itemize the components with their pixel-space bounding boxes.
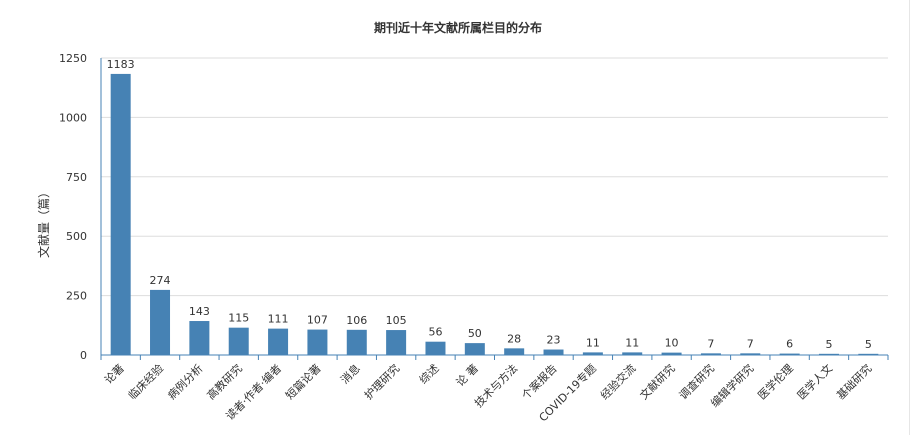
data-label: 7 bbox=[747, 337, 754, 350]
x-tick-label: 文献研究 bbox=[637, 361, 678, 402]
page-border bbox=[909, 0, 910, 435]
y-tick-label: 1250 bbox=[59, 52, 87, 65]
y-tick-label: 1000 bbox=[59, 111, 87, 124]
x-tick-label: 论 著 bbox=[453, 361, 481, 389]
data-label: 11 bbox=[586, 336, 600, 349]
data-label: 274 bbox=[150, 274, 171, 287]
bar[interactable] bbox=[307, 329, 328, 355]
x-tick-label: 消息 bbox=[337, 361, 362, 386]
data-label: 111 bbox=[268, 313, 289, 326]
bar[interactable] bbox=[504, 348, 525, 355]
x-tick-label: 医学伦理 bbox=[755, 361, 796, 402]
bar[interactable] bbox=[228, 327, 249, 355]
bar[interactable] bbox=[622, 352, 643, 355]
y-tick-label: 750 bbox=[66, 171, 87, 184]
bar[interactable] bbox=[464, 343, 485, 355]
bar[interactable] bbox=[858, 353, 879, 355]
bar[interactable] bbox=[700, 353, 721, 355]
data-label: 5 bbox=[825, 338, 832, 351]
data-label: 10 bbox=[665, 337, 679, 350]
bar[interactable] bbox=[779, 353, 800, 355]
x-tick-label: 高教研究 bbox=[204, 361, 245, 402]
bar[interactable] bbox=[740, 353, 761, 355]
bar[interactable] bbox=[346, 329, 367, 355]
bar[interactable] bbox=[110, 73, 131, 356]
data-label: 6 bbox=[786, 338, 793, 351]
chart-title: 期刊近十年文献所属栏目的分布 bbox=[374, 20, 542, 35]
axes bbox=[100, 58, 889, 360]
x-tick-label: 调查研究 bbox=[676, 361, 717, 402]
x-tick-label: 短篇论著 bbox=[283, 361, 324, 402]
data-label: 28 bbox=[507, 332, 521, 345]
bar[interactable] bbox=[818, 353, 839, 355]
data-label: 11 bbox=[625, 336, 639, 349]
y-tick-label: 0 bbox=[80, 349, 87, 362]
data-label: 143 bbox=[189, 305, 210, 318]
data-label: 106 bbox=[346, 314, 367, 327]
x-tick-label: 经验交流 bbox=[597, 361, 638, 402]
data-label: 23 bbox=[547, 334, 561, 347]
x-tick-label: 基础研究 bbox=[833, 361, 874, 402]
x-tick-label: 编辑学研究 bbox=[708, 361, 757, 410]
data-label: 5 bbox=[865, 338, 872, 351]
data-label: 50 bbox=[468, 327, 482, 340]
x-tick-label: 护理研究 bbox=[361, 361, 402, 402]
bar[interactable] bbox=[425, 341, 446, 355]
bar[interactable] bbox=[543, 349, 564, 355]
data-label: 107 bbox=[307, 314, 328, 327]
bar[interactable] bbox=[268, 328, 289, 355]
x-tick-label: 医学人文 bbox=[794, 361, 835, 402]
bars bbox=[110, 73, 879, 356]
data-label: 105 bbox=[386, 314, 407, 327]
data-label: 115 bbox=[228, 312, 249, 325]
grid-lines bbox=[101, 57, 888, 297]
data-label: 1183 bbox=[107, 58, 135, 71]
data-label: 56 bbox=[428, 326, 442, 339]
y-tick-labels: 0 250 500 750 1000 1250 bbox=[59, 52, 87, 362]
y-tick-label: 250 bbox=[66, 290, 87, 303]
bar[interactable] bbox=[582, 352, 603, 355]
x-tick-label: 个案报告 bbox=[519, 361, 560, 402]
x-tick-label: 技术与方法 bbox=[472, 361, 521, 410]
x-tick-label: 综述 bbox=[416, 361, 441, 386]
x-tick-label: 病例分析 bbox=[164, 361, 205, 402]
x-tick-label: 临床经验 bbox=[125, 361, 166, 402]
bar[interactable] bbox=[150, 289, 171, 355]
x-tick-label: 论著 bbox=[101, 361, 126, 386]
bar[interactable] bbox=[386, 330, 407, 355]
y-tick-label: 500 bbox=[66, 230, 87, 243]
x-tick-labels: 论著 临床经验 病例分析 高教研究读者·作者·编者 短篇论著 消息 护理研究 综述论 著技术与… bbox=[101, 361, 874, 424]
bar[interactable] bbox=[661, 352, 682, 355]
data-label: 7 bbox=[707, 337, 714, 350]
bar[interactable] bbox=[189, 321, 210, 355]
y-axis-title: 文献量（篇） bbox=[36, 186, 51, 258]
